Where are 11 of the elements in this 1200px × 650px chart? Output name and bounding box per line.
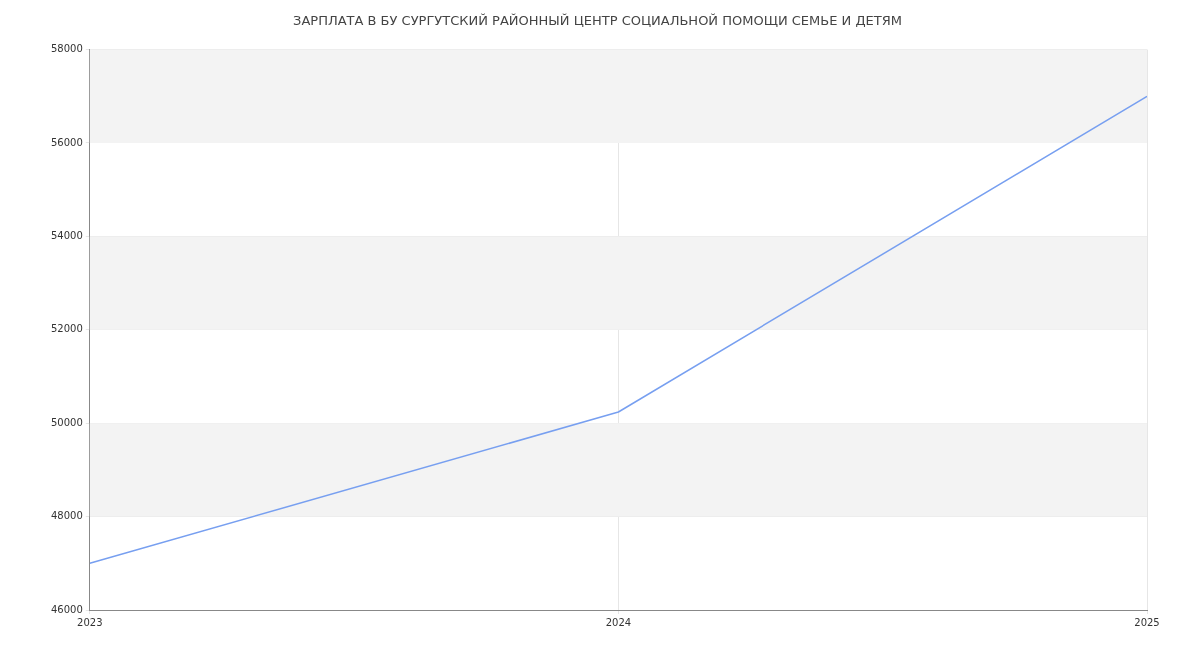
y-tick-label: 48000 (51, 510, 83, 522)
y-tick-label: 52000 (51, 323, 83, 335)
y-tick-label: 58000 (51, 43, 83, 55)
y-tick-label: 46000 (51, 603, 83, 615)
y-tick-label: 54000 (51, 229, 83, 241)
x-tick-label: 2023 (77, 616, 103, 628)
x-tick-label: 2024 (605, 616, 632, 628)
chart-title: ЗАРПЛАТА В БУ СУРГУТСКИЙ РАЙОННЫЙ ЦЕНТР СОЦИАЛЬНОЙ ПОМОЩИ СЕМЬЕ И ДЕТЯМ (293, 13, 902, 29)
x-tick-label: 2025 (1134, 616, 1160, 628)
y-tick-label: 50000 (51, 416, 83, 428)
y-tick-label: 56000 (51, 136, 83, 148)
